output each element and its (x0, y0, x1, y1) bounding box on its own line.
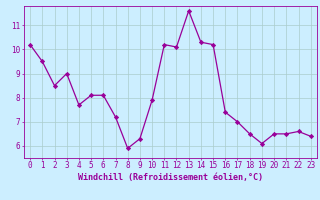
X-axis label: Windchill (Refroidissement éolien,°C): Windchill (Refroidissement éolien,°C) (78, 173, 263, 182)
